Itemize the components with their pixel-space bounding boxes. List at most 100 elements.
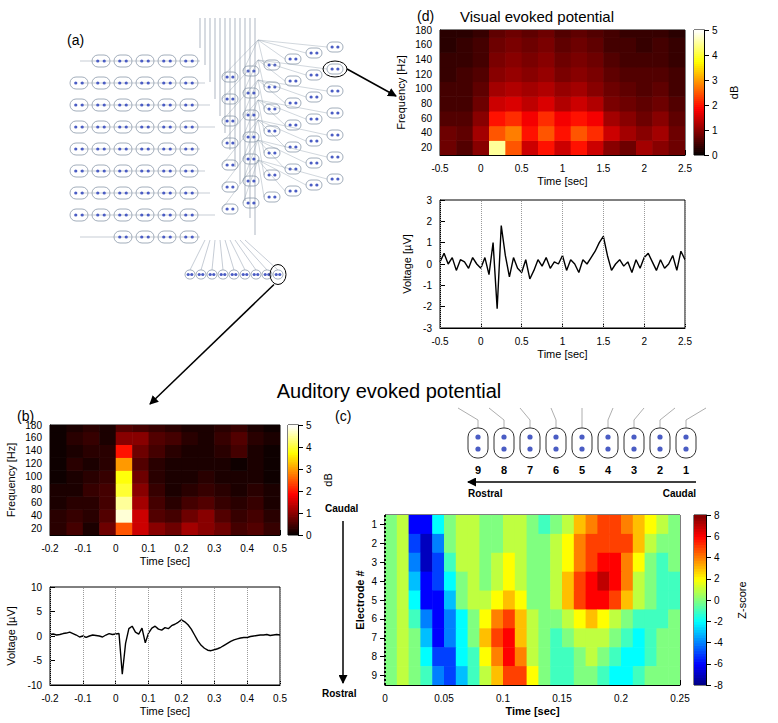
svg-text:-0.2: -0.2 xyxy=(41,693,59,704)
svg-text:-10: -10 xyxy=(28,680,43,691)
svg-text:4: 4 xyxy=(371,576,377,587)
svg-text:0: 0 xyxy=(113,693,119,704)
svg-text:1.5: 1.5 xyxy=(596,336,610,347)
svg-text:1: 1 xyxy=(426,237,432,248)
svg-text:80: 80 xyxy=(31,484,43,495)
svg-text:0.3: 0.3 xyxy=(207,543,221,554)
svg-text:0.1: 0.1 xyxy=(496,693,510,704)
svg-text:20: 20 xyxy=(421,142,433,153)
svg-text:0: 0 xyxy=(36,631,42,642)
svg-text:(c): (c) xyxy=(335,408,351,424)
svg-text:-8: -8 xyxy=(714,680,723,691)
svg-text:-2: -2 xyxy=(423,301,432,312)
svg-text:0.4: 0.4 xyxy=(240,693,254,704)
svg-text:0.5: 0.5 xyxy=(515,163,529,174)
svg-text:0.2: 0.2 xyxy=(174,693,188,704)
svg-text:1: 1 xyxy=(306,508,312,519)
svg-text:0.1: 0.1 xyxy=(142,543,156,554)
svg-text:0.1: 0.1 xyxy=(142,693,156,704)
svg-text:Frequency [Hz]: Frequency [Hz] xyxy=(5,443,17,518)
svg-text:Rostral: Rostral xyxy=(468,488,503,499)
svg-text:1: 1 xyxy=(560,163,566,174)
svg-text:4: 4 xyxy=(306,442,312,453)
svg-text:7: 7 xyxy=(527,464,533,476)
svg-text:140: 140 xyxy=(415,54,432,65)
svg-text:6: 6 xyxy=(553,464,559,476)
svg-text:Time [sec]: Time [sec] xyxy=(505,705,560,717)
svg-text:0: 0 xyxy=(426,259,432,270)
svg-text:Time [sec]: Time [sec] xyxy=(140,555,190,567)
svg-text:5: 5 xyxy=(579,464,585,476)
svg-text:3: 3 xyxy=(631,464,637,476)
svg-text:0.5: 0.5 xyxy=(273,543,287,554)
svg-text:Z-score: Z-score xyxy=(736,581,748,618)
svg-text:4: 4 xyxy=(714,552,720,563)
svg-text:0.3: 0.3 xyxy=(207,693,221,704)
svg-text:dB: dB xyxy=(322,473,334,486)
svg-text:0: 0 xyxy=(113,543,119,554)
svg-text:6: 6 xyxy=(714,531,720,542)
svg-text:2: 2 xyxy=(426,216,432,227)
svg-text:0: 0 xyxy=(478,163,484,174)
svg-text:60: 60 xyxy=(421,113,433,124)
svg-text:Frequency [Hz]: Frequency [Hz] xyxy=(395,55,407,130)
svg-text:Electrode #: Electrode # xyxy=(354,570,366,629)
svg-text:-5: -5 xyxy=(33,655,42,666)
svg-text:-3: -3 xyxy=(423,323,432,334)
svg-text:(d): (d) xyxy=(417,8,434,24)
svg-text:40: 40 xyxy=(421,127,433,138)
svg-text:-2: -2 xyxy=(714,616,723,627)
svg-text:0: 0 xyxy=(712,150,718,161)
svg-text:-0.1: -0.1 xyxy=(74,693,92,704)
svg-text:6: 6 xyxy=(371,613,377,624)
svg-text:2: 2 xyxy=(641,163,647,174)
svg-text:2.5: 2.5 xyxy=(678,163,692,174)
svg-text:2: 2 xyxy=(657,464,663,476)
svg-text:-0.2: -0.2 xyxy=(41,543,59,554)
svg-text:0.15: 0.15 xyxy=(552,693,572,704)
svg-text:7: 7 xyxy=(371,632,377,643)
svg-text:2: 2 xyxy=(371,538,377,549)
svg-text:3: 3 xyxy=(712,75,718,86)
svg-text:4: 4 xyxy=(605,464,612,476)
svg-text:Caudal: Caudal xyxy=(663,488,697,499)
svg-text:Voltage [µV]: Voltage [µV] xyxy=(401,234,413,294)
svg-text:5: 5 xyxy=(306,420,312,431)
svg-text:2: 2 xyxy=(306,486,312,497)
svg-text:60: 60 xyxy=(31,497,43,508)
svg-text:0: 0 xyxy=(478,336,484,347)
svg-text:3: 3 xyxy=(426,195,432,206)
svg-text:0.5: 0.5 xyxy=(273,693,287,704)
svg-text:2.5: 2.5 xyxy=(678,336,692,347)
svg-text:Voltage [µV]: Voltage [µV] xyxy=(5,606,17,666)
svg-text:Time [sec]: Time [sec] xyxy=(537,348,587,360)
svg-text:140: 140 xyxy=(25,445,42,456)
svg-text:120: 120 xyxy=(415,69,432,80)
svg-text:3: 3 xyxy=(371,557,377,568)
svg-text:5: 5 xyxy=(371,595,377,606)
svg-text:-1: -1 xyxy=(423,280,432,291)
svg-text:8: 8 xyxy=(714,510,720,521)
svg-text:20: 20 xyxy=(31,523,43,534)
svg-text:(b): (b) xyxy=(17,408,34,424)
svg-text:(a): (a) xyxy=(67,32,84,48)
svg-text:10: 10 xyxy=(31,582,43,593)
svg-text:0.2: 0.2 xyxy=(174,543,188,554)
svg-text:4: 4 xyxy=(712,50,718,61)
svg-text:3: 3 xyxy=(306,464,312,475)
svg-text:-4: -4 xyxy=(714,637,723,648)
svg-text:Caudal: Caudal xyxy=(325,503,359,514)
svg-text:Time [sec]: Time [sec] xyxy=(537,175,587,187)
svg-text:-0.5: -0.5 xyxy=(431,336,449,347)
svg-text:1: 1 xyxy=(371,519,377,530)
svg-text:2: 2 xyxy=(641,336,647,347)
svg-text:0.25: 0.25 xyxy=(670,693,690,704)
svg-text:0: 0 xyxy=(714,595,720,606)
svg-text:40: 40 xyxy=(31,510,43,521)
svg-text:1: 1 xyxy=(560,336,566,347)
svg-text:0.5: 0.5 xyxy=(515,336,529,347)
svg-text:-0.1: -0.1 xyxy=(74,543,92,554)
svg-text:Rostral: Rostral xyxy=(322,688,357,699)
svg-text:Auditory evoked potential: Auditory evoked potential xyxy=(277,380,502,402)
svg-text:2: 2 xyxy=(714,573,720,584)
